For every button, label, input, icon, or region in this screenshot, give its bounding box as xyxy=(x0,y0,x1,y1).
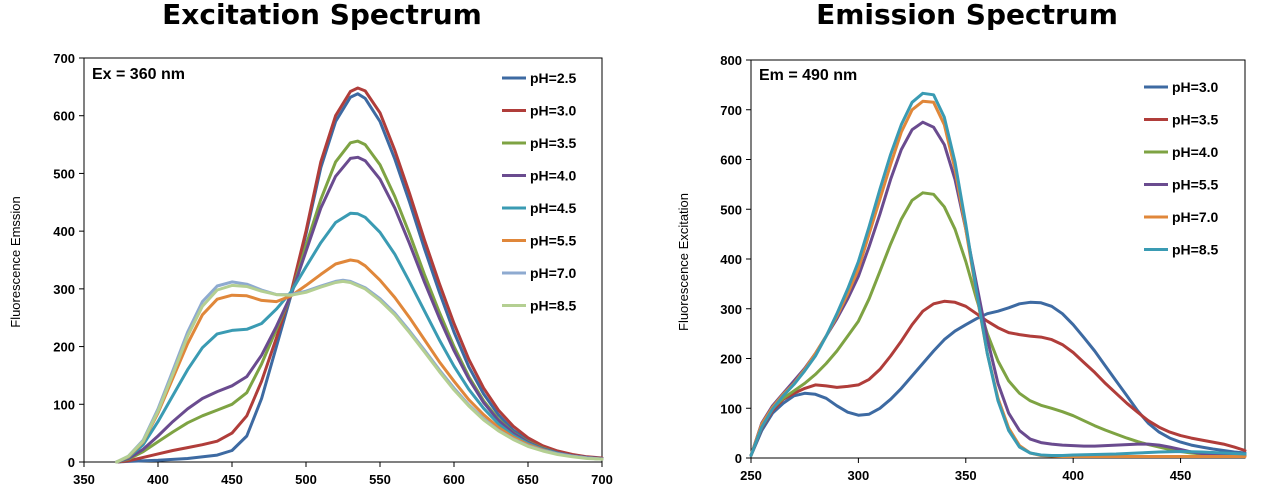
emission-y-tick-label: 300 xyxy=(720,302,742,317)
excitation-legend-label: pH=8.5 xyxy=(530,298,577,314)
emission-spectrum-chart: Emission Spectrum Fluorescence Excitatio… xyxy=(676,0,1247,483)
excitation-y-tick-label: 400 xyxy=(53,224,75,239)
emission-y-tick-label: 600 xyxy=(720,153,742,168)
emission-legend-label: pH=7.0 xyxy=(1172,209,1219,225)
emission-axes: 0 100 200 300 400 500 600 700 800 250 300 350 400 450 xyxy=(720,53,1191,483)
excitation-legend-label: pH=3.0 xyxy=(530,103,577,119)
excitation-plot-area xyxy=(83,57,603,463)
excitation-series-line-pH=8.5 xyxy=(115,279,604,464)
emission-series-line-pH=4.0 xyxy=(749,191,1247,457)
excitation-legend: pH=2.5 pH=3.0 pH=3.5 pH=4.0 pH=4.5 pH=5.5 pH=7… xyxy=(502,70,577,314)
emission-legend-label: pH=8.5 xyxy=(1172,242,1219,258)
emission-y-tick-label: 400 xyxy=(720,252,742,267)
emission-annotation: Em = 490 nm xyxy=(759,67,857,84)
excitation-y-tick-label: 0 xyxy=(68,455,75,470)
excitation-legend-label: pH=7.0 xyxy=(530,265,577,281)
excitation-legend-label: pH=5.5 xyxy=(530,233,577,249)
excitation-series-line-pH=4.0 xyxy=(115,155,604,464)
emission-y-tick-label: 200 xyxy=(720,352,742,367)
emission-legend-label: pH=4.0 xyxy=(1172,144,1219,160)
excitation-spectrum-chart: Excitation Spectrum Fluorescence Emssion… xyxy=(8,0,613,487)
excitation-series-line-pH=5.5 xyxy=(115,258,604,464)
emission-y-tick-label: 700 xyxy=(720,103,742,118)
emission-y-tick-label: 100 xyxy=(720,401,742,416)
emission-series-line-pH=8.5 xyxy=(749,91,1247,457)
excitation-y-tick-label: 200 xyxy=(53,340,75,355)
emission-legend-label: pH=3.0 xyxy=(1172,79,1219,95)
emission-legend-label: pH=3.5 xyxy=(1172,112,1219,128)
excitation-x-tick-label: 350 xyxy=(73,472,95,487)
excitation-x-tick-label: 700 xyxy=(591,472,613,487)
excitation-x-tick-label: 600 xyxy=(443,472,465,487)
excitation-annotation: Ex = 360 nm xyxy=(92,66,185,83)
excitation-x-tick-label: 650 xyxy=(517,472,539,487)
emission-x-tick-label: 450 xyxy=(1170,468,1192,483)
emission-y-tick-label: 800 xyxy=(720,53,742,68)
emission-series xyxy=(749,91,1247,458)
excitation-y-tick-label: 700 xyxy=(53,51,75,66)
excitation-series-line-pH=2.5 xyxy=(115,92,604,464)
emission-series-line-pH=3.0 xyxy=(749,300,1247,457)
excitation-axes: 0 100 200 300 400 500 600 700 350 400 450 500 550 600… xyxy=(53,51,613,487)
emission-y-axis-label: Fluorescence Excitation xyxy=(676,193,691,331)
excitation-legend-label: pH=3.5 xyxy=(530,135,577,151)
excitation-x-tick-label: 550 xyxy=(369,472,391,487)
excitation-y-tick-label: 600 xyxy=(53,109,75,124)
excitation-series xyxy=(115,86,604,464)
emission-y-tick-label: 0 xyxy=(735,451,742,466)
excitation-chart-title: Excitation Spectrum xyxy=(162,0,482,31)
excitation-x-tick-label: 400 xyxy=(147,472,169,487)
emission-x-tick-label: 400 xyxy=(1062,468,1084,483)
excitation-y-axis-label: Fluorescence Emssion xyxy=(8,196,23,328)
emission-x-tick-label: 350 xyxy=(955,468,977,483)
excitation-series-line-pH=3.0 xyxy=(115,86,604,464)
excitation-y-tick-label: 100 xyxy=(53,397,75,412)
emission-x-tick-label: 250 xyxy=(740,468,762,483)
excitation-legend-label: pH=4.0 xyxy=(530,168,577,184)
excitation-x-tick-label: 450 xyxy=(221,472,243,487)
excitation-x-tick-label: 500 xyxy=(295,472,317,487)
excitation-legend-label: pH=2.5 xyxy=(530,70,577,86)
excitation-y-tick-label: 500 xyxy=(53,166,75,181)
emission-series-line-pH=5.5 xyxy=(749,120,1247,457)
emission-y-tick-label: 500 xyxy=(720,202,742,217)
excitation-legend-label: pH=4.5 xyxy=(530,200,577,216)
emission-legend: pH=3.0 pH=3.5 pH=4.0 pH=5.5 pH=7.0 pH=8.5 xyxy=(1144,79,1219,258)
emission-series-line-pH=3.5 xyxy=(749,299,1247,457)
excitation-y-tick-label: 300 xyxy=(53,282,75,297)
emission-legend-label: pH=5.5 xyxy=(1172,177,1219,193)
emission-x-tick-label: 300 xyxy=(848,468,870,483)
emission-chart-title: Emission Spectrum xyxy=(816,0,1118,31)
